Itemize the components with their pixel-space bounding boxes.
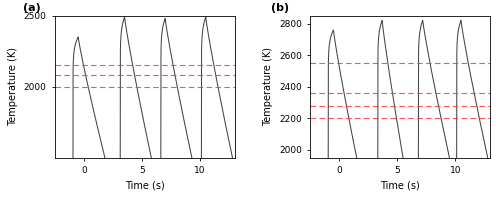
- Y-axis label: Temperature (K): Temperature (K): [8, 47, 18, 126]
- Text: (b): (b): [270, 3, 289, 13]
- Text: (a): (a): [22, 3, 40, 13]
- X-axis label: Time (s): Time (s): [380, 180, 420, 190]
- X-axis label: Time (s): Time (s): [125, 180, 165, 190]
- Y-axis label: Temperature (K): Temperature (K): [264, 47, 274, 126]
